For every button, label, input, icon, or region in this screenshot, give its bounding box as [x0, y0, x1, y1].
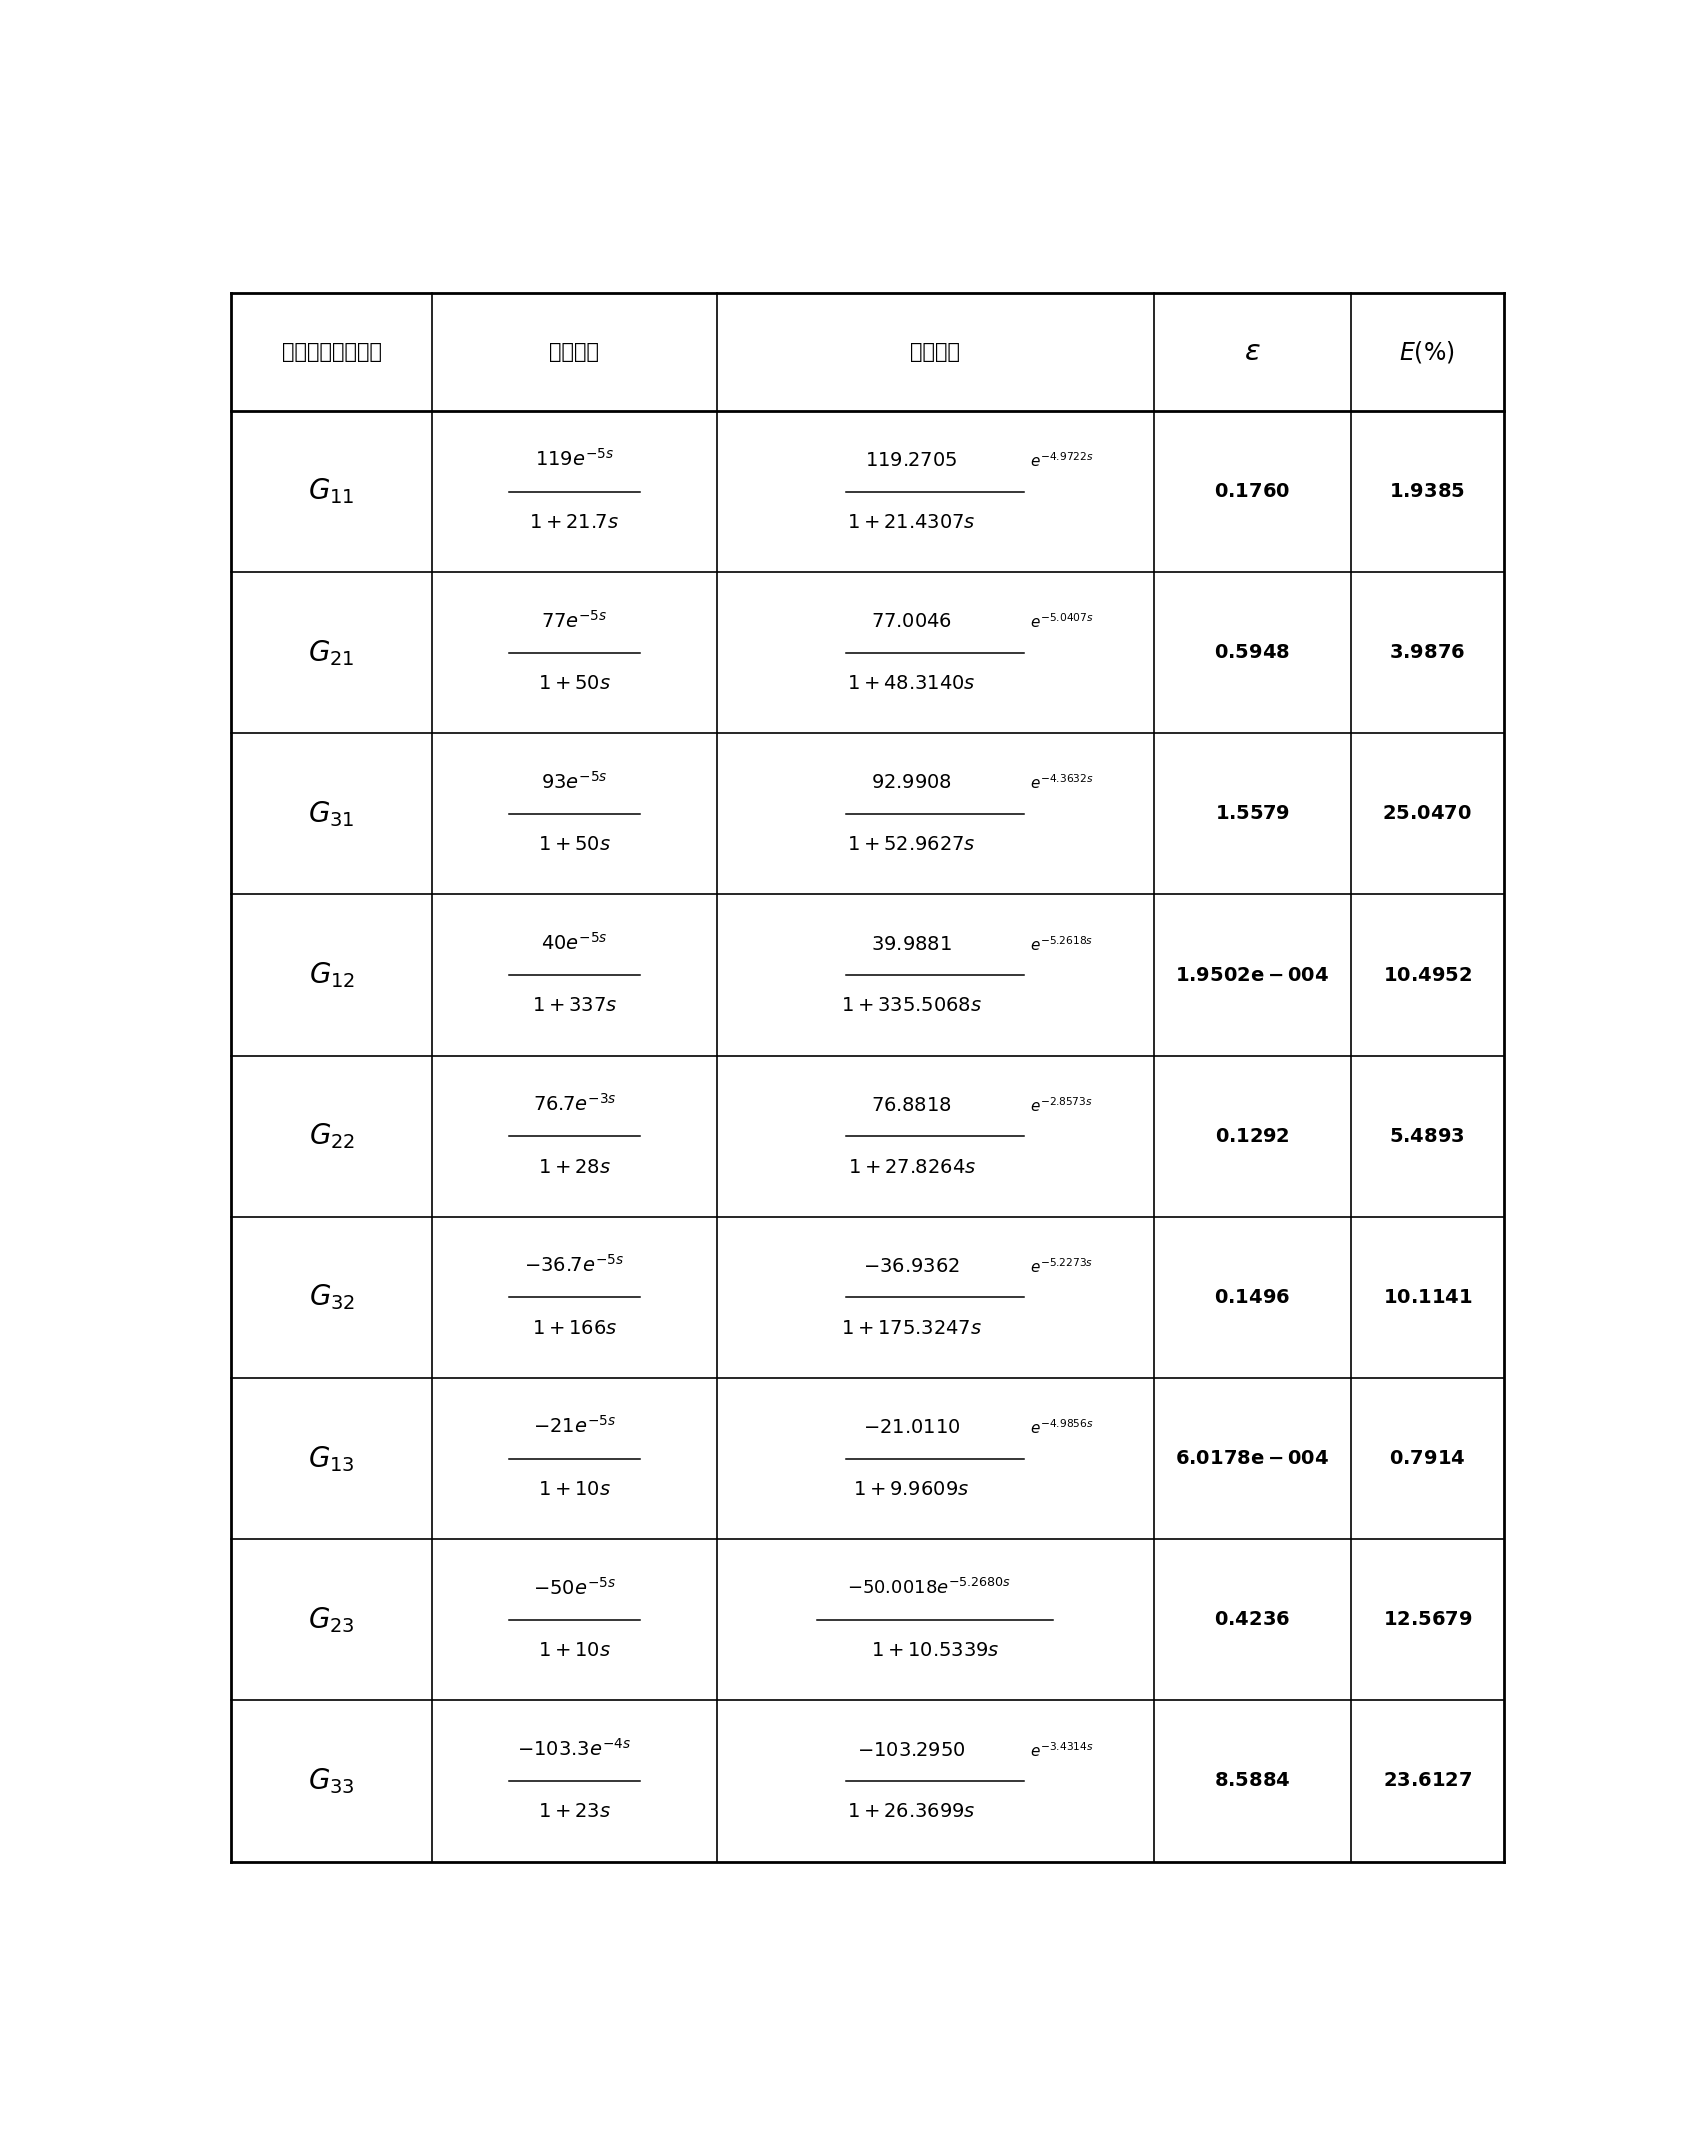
Text: $76.7e^{-3s}$: $76.7e^{-3s}$	[533, 1094, 616, 1115]
Text: $\mathbf{10.1141}$: $\mathbf{10.1141}$	[1383, 1288, 1471, 1307]
Text: $119e^{-5s}$: $119e^{-5s}$	[535, 449, 615, 470]
Text: $e^{-5.2273s}$: $e^{-5.2273s}$	[1029, 1258, 1092, 1275]
Text: $-21.0110$: $-21.0110$	[863, 1418, 960, 1438]
Text: $-21e^{-5s}$: $-21e^{-5s}$	[533, 1416, 616, 1438]
Text: $77e^{-5s}$: $77e^{-5s}$	[542, 609, 608, 632]
Text: $e^{-3.4314s}$: $e^{-3.4314s}$	[1029, 1741, 1094, 1760]
Text: $e^{-5.2618s}$: $e^{-5.2618s}$	[1029, 936, 1092, 953]
Text: $1+10s$: $1+10s$	[538, 1640, 611, 1660]
Text: $1+175.3247s$: $1+175.3247s$	[841, 1318, 982, 1337]
Text: $G_{21}$: $G_{21}$	[308, 639, 356, 669]
Text: $e^{-2.8573s}$: $e^{-2.8573s}$	[1029, 1096, 1092, 1115]
Text: $1+21.4307s$: $1+21.4307s$	[846, 513, 975, 532]
Text: $-50e^{-5s}$: $-50e^{-5s}$	[533, 1576, 616, 1598]
Text: $\mathbf{5.4893}$: $\mathbf{5.4893}$	[1390, 1128, 1464, 1145]
Text: $39.9881$: $39.9881$	[872, 936, 951, 953]
Text: $G_{22}$: $G_{22}$	[308, 1121, 356, 1151]
Text: $1+21.7s$: $1+21.7s$	[530, 513, 620, 532]
Text: $1+10s$: $1+10s$	[538, 1480, 611, 1499]
Text: $-103.3e^{-4s}$: $-103.3e^{-4s}$	[518, 1739, 631, 1760]
Text: $\mathbf{0.1760}$: $\mathbf{0.1760}$	[1214, 483, 1290, 502]
Text: $1+166s$: $1+166s$	[532, 1318, 616, 1337]
Text: $\mathbf{0.4236}$: $\mathbf{0.4236}$	[1214, 1611, 1290, 1630]
Text: $\mathbf{8.5884}$: $\mathbf{8.5884}$	[1214, 1771, 1290, 1790]
Text: $\varepsilon$: $\varepsilon$	[1244, 337, 1261, 365]
Text: $e^{-4.9722s}$: $e^{-4.9722s}$	[1029, 451, 1094, 470]
Text: $G_{32}$: $G_{32}$	[308, 1282, 356, 1312]
Text: $76.8818$: $76.8818$	[872, 1096, 951, 1115]
Text: $e^{-4.3632s}$: $e^{-4.3632s}$	[1029, 773, 1094, 792]
Text: $119.2705$: $119.2705$	[865, 451, 958, 470]
Text: $40e^{-5s}$: $40e^{-5s}$	[542, 931, 608, 953]
Text: $\mathbf{0.7914}$: $\mathbf{0.7914}$	[1388, 1448, 1466, 1467]
Text: $1+337s$: $1+337s$	[532, 998, 616, 1015]
Text: $G_{11}$: $G_{11}$	[308, 476, 356, 506]
Text: $1+26.3699s$: $1+26.3699s$	[846, 1803, 975, 1822]
Text: $\mathbf{1.5579}$: $\mathbf{1.5579}$	[1214, 805, 1290, 822]
Text: $G_{31}$: $G_{31}$	[308, 799, 356, 829]
Text: 传递函数矩阵元素: 传递函数矩阵元素	[281, 342, 381, 361]
Text: $e^{-4.9856s}$: $e^{-4.9856s}$	[1029, 1418, 1094, 1438]
Text: $\mathbf{25.0470}$: $\mathbf{25.0470}$	[1383, 805, 1473, 822]
Text: $77.0046$: $77.0046$	[872, 613, 951, 632]
Text: $1+48.3140s$: $1+48.3140s$	[846, 675, 975, 692]
Text: $-36.7e^{-5s}$: $-36.7e^{-5s}$	[525, 1254, 625, 1275]
Text: $-50.0018e^{-5.2680s}$: $-50.0018e^{-5.2680s}$	[846, 1579, 1011, 1598]
Text: $1+50s$: $1+50s$	[538, 835, 611, 854]
Text: $e^{-5.0407s}$: $e^{-5.0407s}$	[1029, 613, 1094, 632]
Text: $92.9908$: $92.9908$	[872, 773, 951, 792]
Text: $\mathbf{23.6127}$: $\mathbf{23.6127}$	[1383, 1771, 1471, 1790]
Text: $-36.9362$: $-36.9362$	[863, 1258, 960, 1275]
Text: $G_{12}$: $G_{12}$	[308, 961, 356, 989]
Text: $1+50s$: $1+50s$	[538, 675, 611, 692]
Text: $1+10.5339s$: $1+10.5339s$	[870, 1640, 999, 1660]
Text: $93e^{-5s}$: $93e^{-5s}$	[542, 771, 608, 792]
Text: $G_{23}$: $G_{23}$	[308, 1604, 356, 1634]
Text: $\mathbf{0.5948}$: $\mathbf{0.5948}$	[1214, 643, 1290, 662]
Text: $E(\%)$: $E(\%)$	[1400, 340, 1454, 365]
Text: $1+52.9627s$: $1+52.9627s$	[846, 835, 975, 854]
Text: $\mathbf{12.5679}$: $\mathbf{12.5679}$	[1383, 1611, 1471, 1630]
Text: $\mathbf{0.1292}$: $\mathbf{0.1292}$	[1216, 1128, 1290, 1145]
Text: $G_{13}$: $G_{13}$	[308, 1444, 356, 1474]
Text: 辨识模型: 辨识模型	[911, 342, 960, 361]
Text: $\mathbf{10.4952}$: $\mathbf{10.4952}$	[1383, 965, 1471, 985]
Text: $1+27.8264s$: $1+27.8264s$	[848, 1158, 975, 1177]
Text: $\mathbf{3.9876}$: $\mathbf{3.9876}$	[1390, 643, 1466, 662]
Text: $\mathbf{1.9502e-004}$: $\mathbf{1.9502e-004}$	[1175, 965, 1329, 985]
Text: $\mathbf{0.1496}$: $\mathbf{0.1496}$	[1214, 1288, 1290, 1307]
Text: $G_{33}$: $G_{33}$	[308, 1766, 356, 1796]
Text: $\mathbf{1.9385}$: $\mathbf{1.9385}$	[1390, 483, 1464, 502]
Text: $1+335.5068s$: $1+335.5068s$	[841, 998, 982, 1015]
Text: $1+28s$: $1+28s$	[538, 1158, 611, 1177]
Text: 实际过程: 实际过程	[550, 342, 599, 361]
Text: $1+9.9609s$: $1+9.9609s$	[853, 1480, 970, 1499]
Text: $\mathbf{6.0178e-004}$: $\mathbf{6.0178e-004}$	[1175, 1448, 1329, 1467]
Text: $1+23s$: $1+23s$	[538, 1803, 611, 1822]
Text: $-103.2950$: $-103.2950$	[857, 1741, 965, 1760]
